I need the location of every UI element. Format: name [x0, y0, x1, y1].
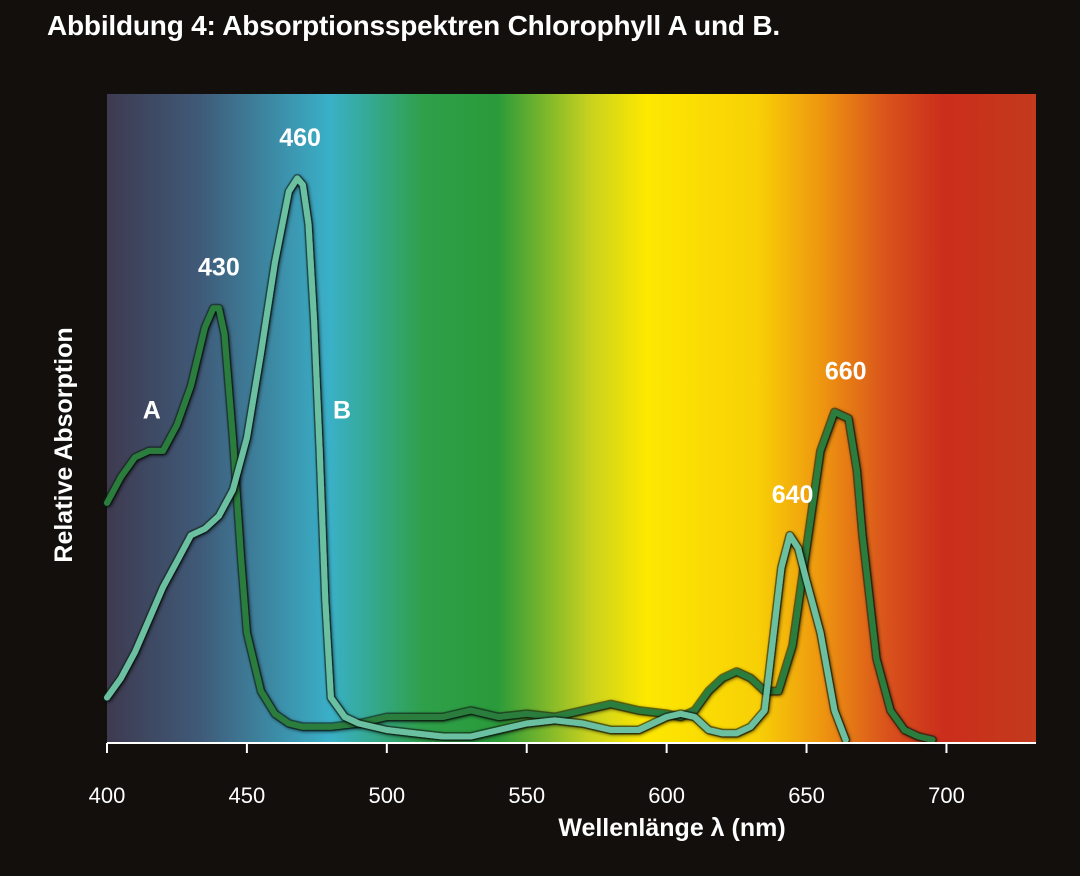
spectrum-background: [107, 94, 1036, 743]
figure-title: Abbildung 4: Absorptionsspektren Chlorop…: [47, 10, 780, 41]
x-tick-label: 600: [648, 783, 685, 808]
series-b-line: [104, 175, 849, 743]
x-axis-title: Wellenlänge λ (nm): [558, 814, 785, 842]
annotation-layer: 430 460 660 640 A B: [143, 124, 867, 509]
y-axis-title: Relative Absorption: [50, 327, 78, 562]
annotation-b: B: [333, 397, 351, 425]
x-tick-label: 700: [928, 783, 965, 808]
annotation-640: 640: [772, 481, 814, 509]
x-tick-label: 400: [89, 783, 126, 808]
x-tick-layer: 400 450 500 550 600 650 700: [89, 743, 965, 808]
annotation-660: 660: [825, 358, 867, 386]
annotation-a: A: [143, 397, 161, 425]
series-a-line: [104, 305, 936, 743]
series-layer: [102, 173, 937, 745]
annotation-460: 460: [279, 124, 321, 152]
x-tick-label: 500: [368, 783, 405, 808]
x-tick-label: 450: [229, 783, 266, 808]
annotation-430: 430: [198, 254, 240, 282]
x-tick-label: 650: [788, 783, 825, 808]
x-tick-label: 550: [508, 783, 545, 808]
